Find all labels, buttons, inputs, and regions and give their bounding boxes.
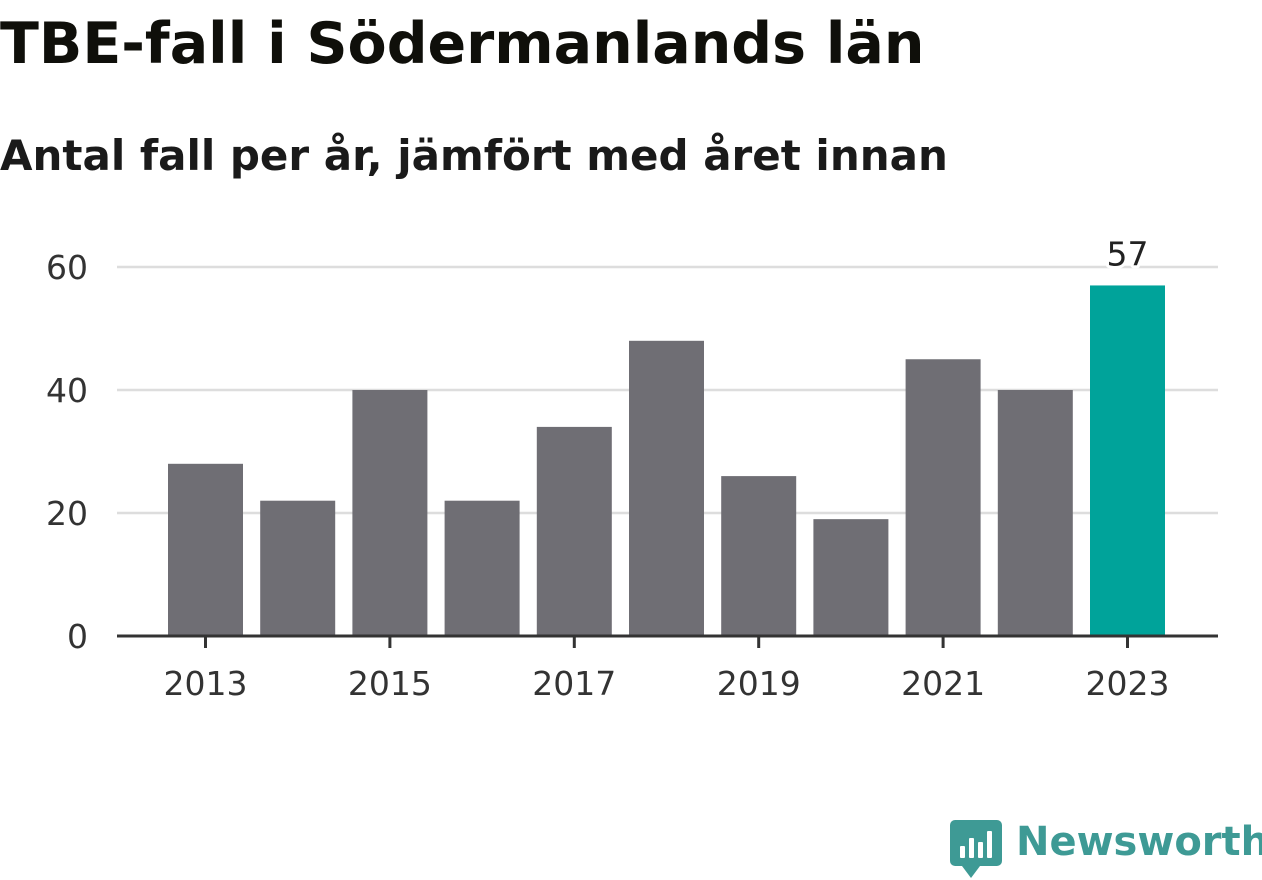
x-tick-label-2021: 2021 <box>901 664 985 703</box>
x-tick-label-2017: 2017 <box>532 664 616 703</box>
bar-2022 <box>997 390 1073 636</box>
bar-2023 <box>1090 285 1165 636</box>
newsworthy-chart-bubble-icon <box>950 820 1002 878</box>
bar-2018 <box>629 340 704 636</box>
bar-2021 <box>905 359 981 636</box>
chart-title: TBE-fall i Södermanlands län <box>0 11 925 77</box>
y-tick-label-60: 60 <box>46 248 88 287</box>
bar-2019 <box>721 476 797 636</box>
x-tick-label-2019: 2019 <box>717 664 801 703</box>
data-label-2023: 57 <box>1107 234 1149 273</box>
brand-name: Newsworthy <box>1016 819 1262 865</box>
chart-subtitle: Antal fall per år, jämfört med året inna… <box>0 131 948 180</box>
x-tick-label-2013: 2013 <box>164 664 248 703</box>
bar-2014 <box>260 500 336 636</box>
y-tick-label-40: 40 <box>46 371 88 410</box>
y-tick-label-0: 0 <box>67 617 88 656</box>
brand-logo: Newsworthy <box>950 818 1262 880</box>
bar-2013 <box>168 463 243 636</box>
x-tick-label-2015: 2015 <box>348 664 432 703</box>
x-tick-label-2023: 2023 <box>1086 664 1170 703</box>
bar-2017 <box>536 426 612 636</box>
bar-2015 <box>352 390 428 636</box>
y-tick-label-20: 20 <box>46 494 88 533</box>
bar-2016 <box>444 500 520 636</box>
bar-2020 <box>813 519 889 636</box>
